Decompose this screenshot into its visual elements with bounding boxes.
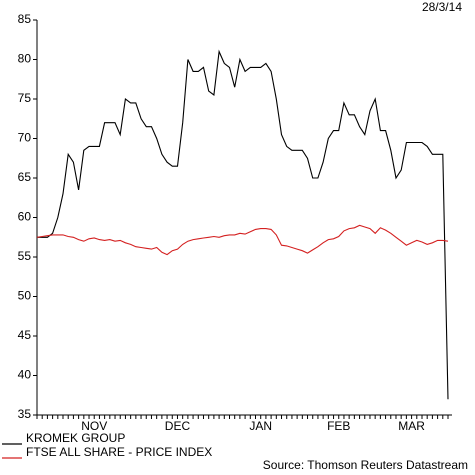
y-tick-label: 75 (18, 91, 32, 105)
source-note: Source: Thomson Reuters Datastream (263, 458, 468, 472)
legend-label: FTSE ALL SHARE - PRICE INDEX (26, 445, 212, 459)
x-tick-label: DEC (165, 419, 191, 433)
legend-label: KROMEK GROUP (26, 431, 125, 445)
y-tick-label: 85 (18, 12, 32, 26)
y-tick-label: 60 (18, 210, 32, 224)
x-tick-label: MAR (398, 419, 425, 433)
x-tick-label: JAN (249, 419, 272, 433)
series-line (37, 49, 449, 400)
x-tick-label: NOV (81, 419, 107, 433)
y-tick-label: 80 (18, 52, 32, 66)
y-tick-label: 55 (18, 249, 32, 263)
series-line (36, 224, 449, 256)
y-tick-label: 35 (18, 407, 32, 421)
y-tick-label: 50 (18, 289, 32, 303)
y-tick-label: 65 (18, 170, 32, 184)
x-tick-label: FEB (327, 419, 350, 433)
y-tick-label: 45 (18, 328, 32, 342)
y-tick-label: 70 (18, 131, 32, 145)
chart-date: 28/3/14 (422, 0, 462, 14)
y-tick-label: 40 (18, 368, 32, 382)
